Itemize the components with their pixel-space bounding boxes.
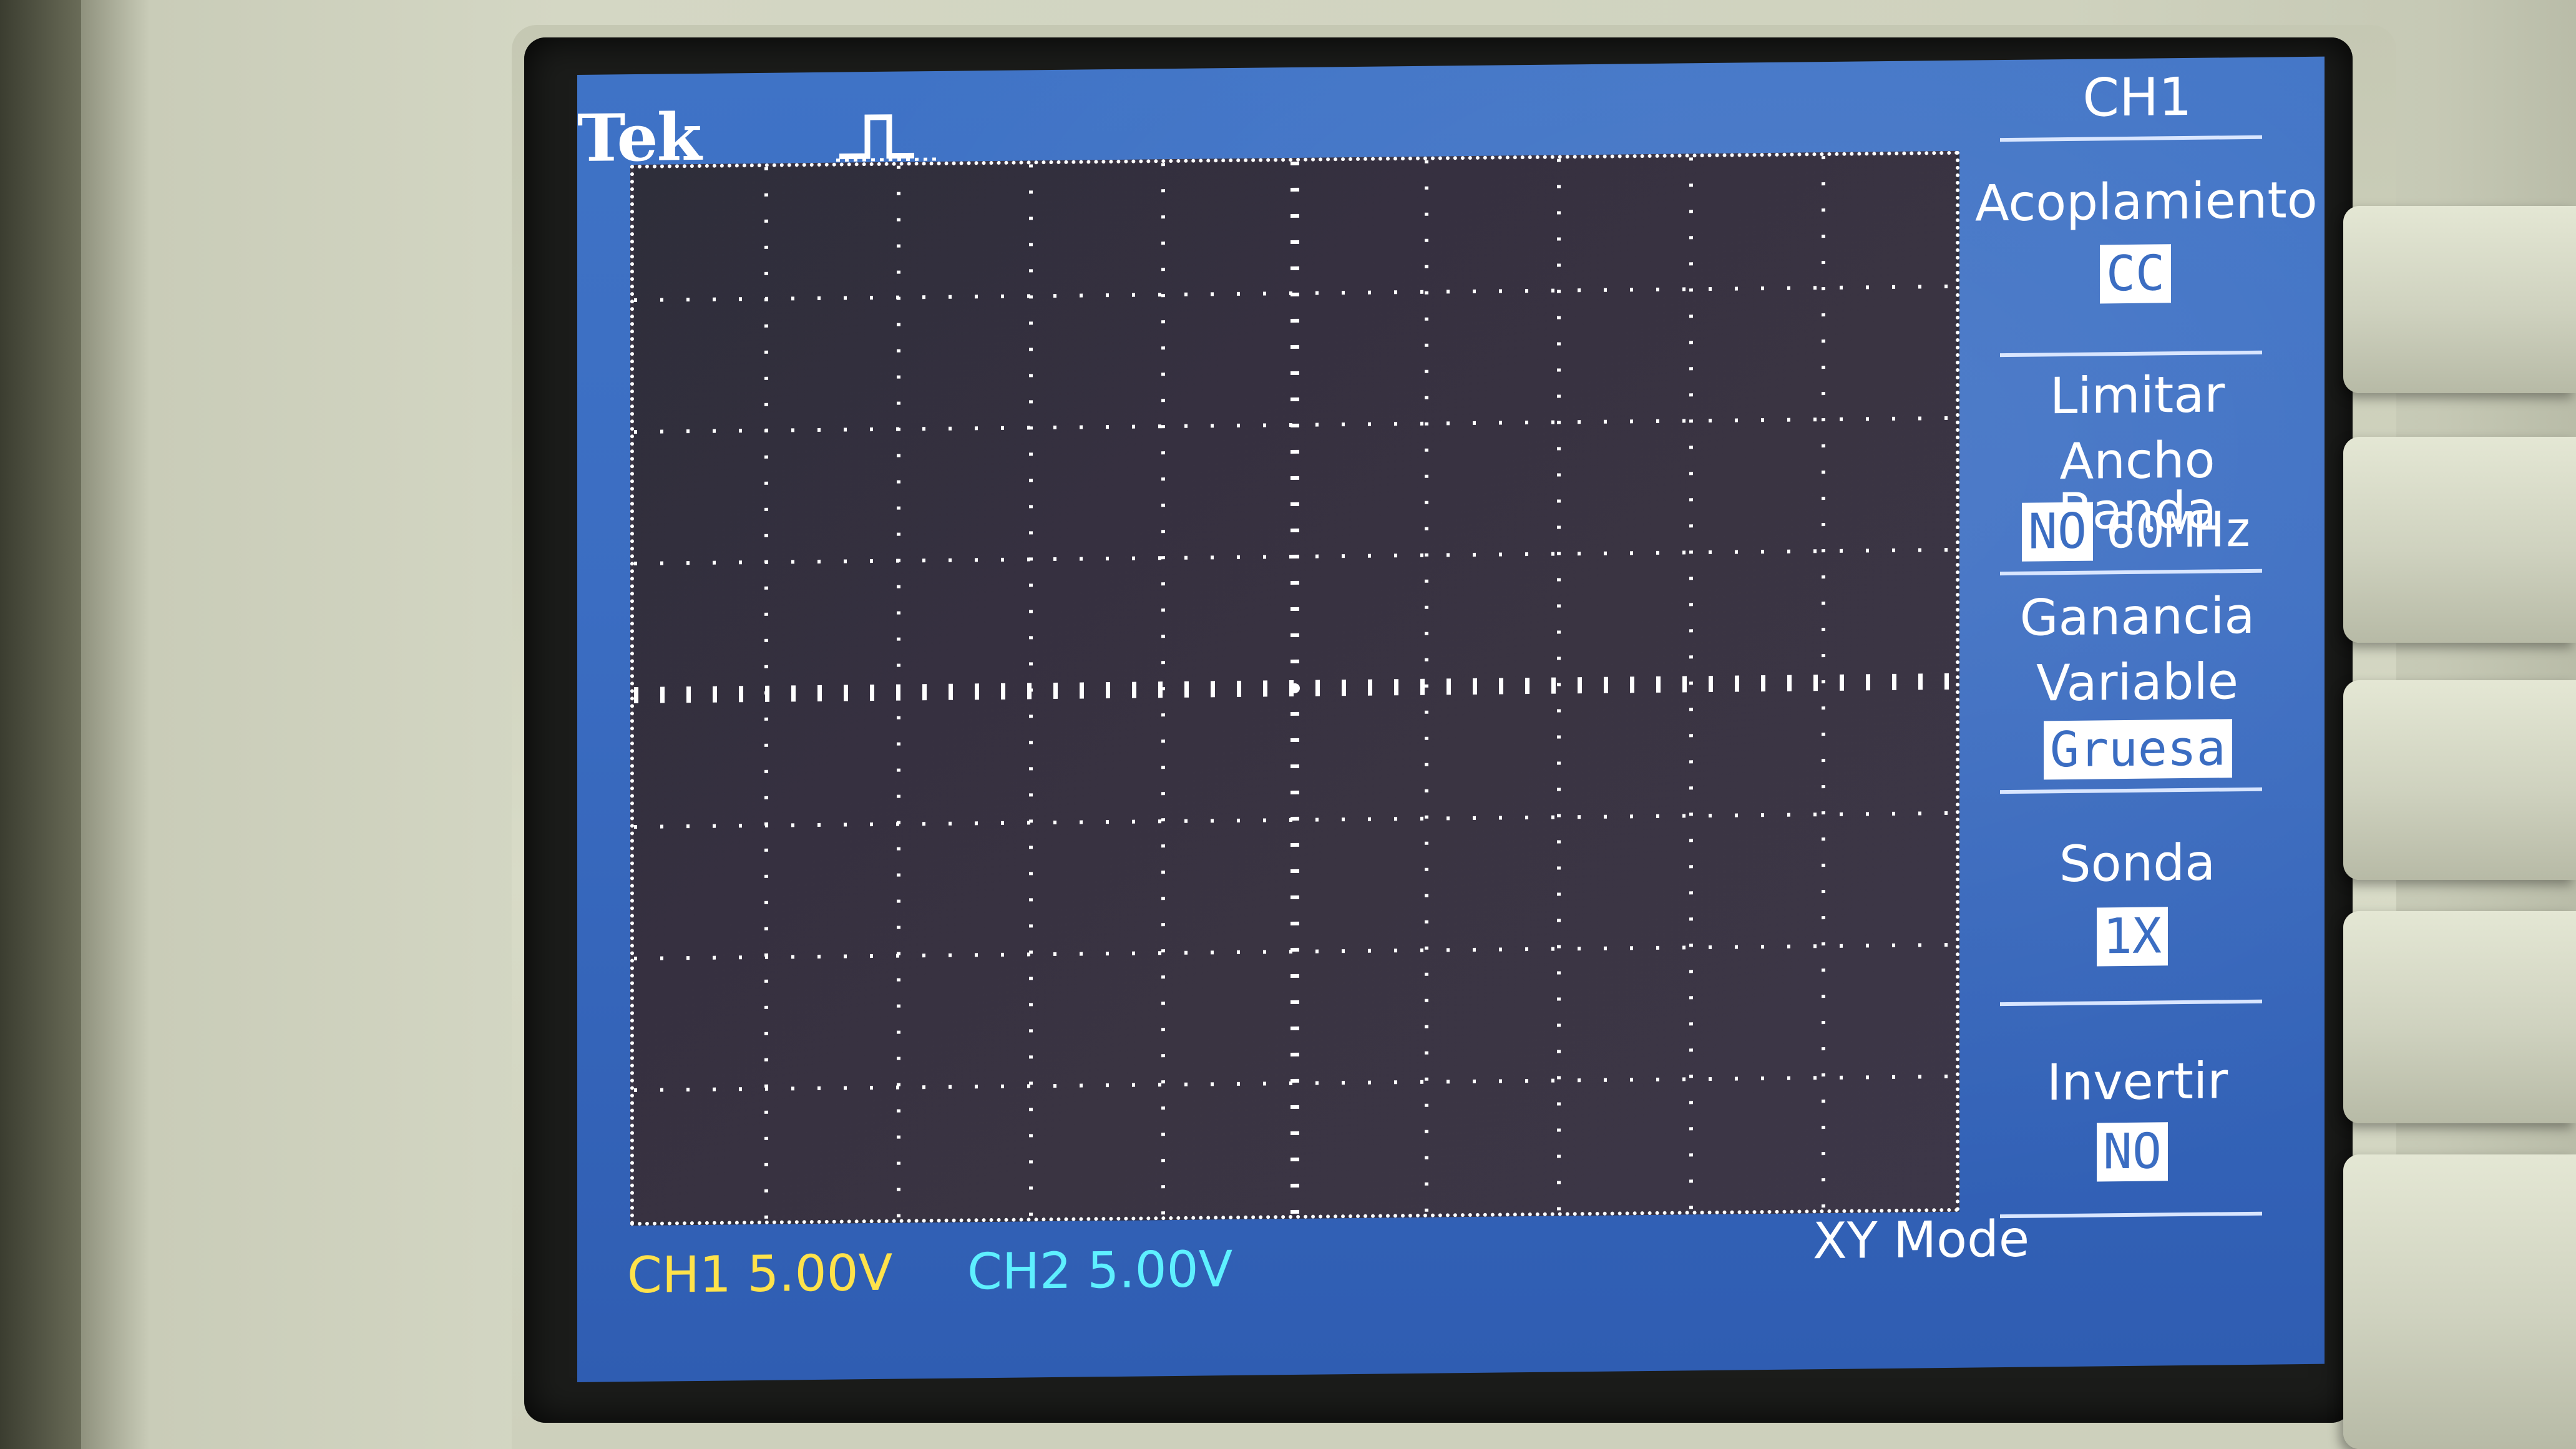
menu-item-label: Acoplamiento <box>1975 170 2318 233</box>
side-button-5[interactable] <box>2343 1154 2576 1449</box>
menu-separator <box>2000 135 2262 142</box>
invert-value-box: NO <box>2097 1122 2168 1182</box>
grid-horizontal-lines <box>634 284 1956 1093</box>
ch1-scale-readout: CH1 5.00V <box>627 1243 893 1305</box>
menu-item-label: Ganancia <box>2019 586 2255 647</box>
coupling-value-box: CC <box>2100 244 2171 304</box>
bandwidth-limit-frequency: 60MHz <box>2106 501 2253 560</box>
channel-menu: CH1 Acoplamiento CC Limitar Ancho Banda … <box>1975 57 2318 1283</box>
side-button-4[interactable] <box>2343 911 2576 1123</box>
menu-separator <box>2000 787 2262 794</box>
brand-logo: Tek <box>577 98 701 177</box>
side-button-2[interactable] <box>2343 437 2576 643</box>
grid-center-horizontal-axis <box>634 673 1956 704</box>
probe-value-box: 1X <box>2097 907 2168 967</box>
graticule-lines <box>634 156 1956 1221</box>
graticule-grid <box>630 150 1959 1226</box>
menu-item-label: Invertir <box>2046 1051 2228 1112</box>
bandwidth-limit-value-box: NO <box>2022 502 2093 562</box>
pulse-trigger-icon <box>836 105 942 163</box>
menu-separator <box>2000 568 2262 576</box>
menu-item-label: Sonda <box>2059 833 2216 894</box>
menu-title: CH1 <box>2082 66 2192 129</box>
menu-item-label: Variable <box>2036 652 2238 713</box>
menu-item-label: Limitar <box>2049 365 2225 426</box>
side-button-3[interactable] <box>2343 680 2576 880</box>
menu-separator <box>2000 350 2262 358</box>
side-button-1[interactable] <box>2343 206 2576 393</box>
menu-separator <box>2000 999 2262 1007</box>
menu-separator <box>2000 1211 2262 1219</box>
variable-gain-value-box: Gruesa <box>2044 719 2232 780</box>
xy-trace-dot <box>1290 683 1300 693</box>
oscilloscope-display: Tek <box>577 56 2325 1382</box>
ch2-scale-readout: CH2 5.00V <box>967 1240 1233 1301</box>
bezel-left-edge <box>0 0 81 1449</box>
